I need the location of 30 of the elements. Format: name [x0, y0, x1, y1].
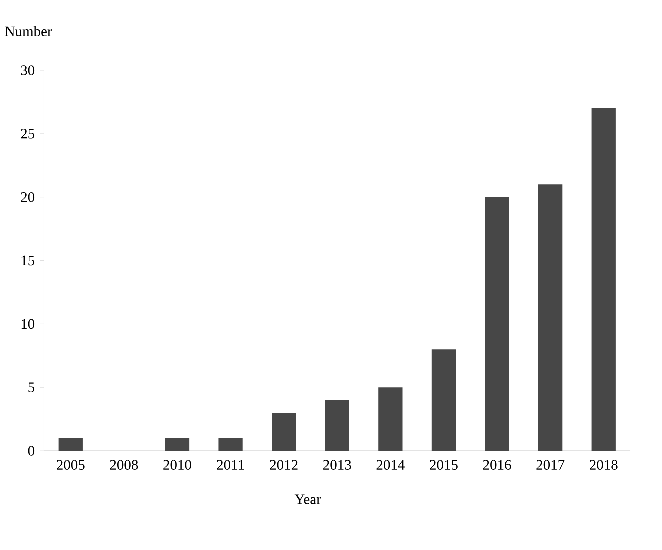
y-tick-label: 25 — [21, 129, 35, 140]
bar — [58, 438, 83, 452]
x-tick-label: 2005 — [57, 460, 85, 470]
bar — [165, 438, 190, 452]
y-tick-label: 0 — [28, 446, 35, 456]
y-tick-label: 5 — [28, 383, 35, 393]
x-tick-label: 2016 — [483, 460, 512, 470]
bar — [592, 108, 616, 452]
x-tick-label: 2015 — [430, 460, 458, 470]
bar — [485, 198, 510, 452]
x-tick-label: 2012 — [270, 460, 298, 470]
x-tick-label: 2008 — [110, 460, 138, 470]
bar — [218, 438, 243, 452]
x-tick-label: 2013 — [324, 460, 352, 470]
bar — [378, 388, 403, 452]
bar — [325, 400, 350, 452]
x-tick-label: 2011 — [217, 460, 244, 470]
bar — [538, 184, 563, 452]
y-axis-title: Number — [5, 26, 52, 37]
x-tick-label: 2014 — [376, 460, 405, 470]
y-tick-label: 10 — [22, 320, 35, 330]
y-tick-label: 15 — [22, 256, 35, 266]
y-tick-label: 20 — [21, 192, 35, 202]
x-tick-label: 2010 — [164, 460, 192, 470]
bar — [432, 350, 456, 452]
y-tick-label: 30 — [21, 66, 35, 76]
bar — [272, 413, 296, 452]
x-tick-label: 2017 — [536, 460, 565, 470]
x-axis-title: Year — [294, 494, 322, 505]
x-tick-label: 2018 — [590, 460, 618, 470]
